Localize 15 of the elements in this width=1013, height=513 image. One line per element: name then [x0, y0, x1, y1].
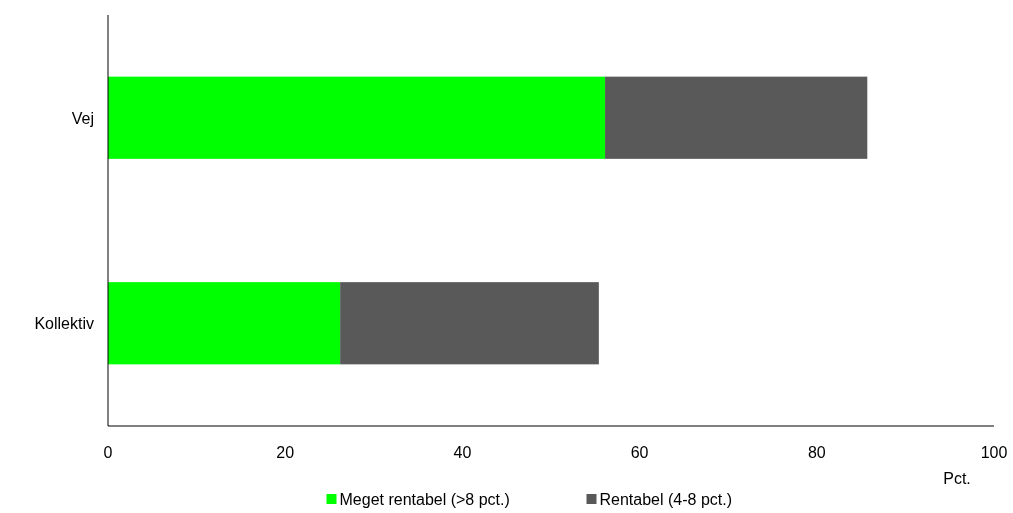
x-tick-label: 60	[630, 444, 649, 461]
bar	[108, 76, 606, 159]
x-tick-label: 20	[276, 444, 295, 461]
y-tick-label: Kollektiv	[34, 315, 94, 333]
legend-label: Meget rentabel (>8 pct.)	[339, 491, 510, 508]
y-tick-label: Vej	[71, 109, 94, 127]
x-tick-label: 80	[807, 444, 826, 461]
bar	[108, 282, 341, 365]
legend-label: Rentabel (4-8 pct.)	[599, 491, 733, 508]
x-tick-label: 40	[453, 444, 472, 461]
x-axis-title: Pct.	[943, 470, 971, 487]
x-tick-label: 100	[980, 444, 1008, 461]
x-tick-label: 0	[103, 444, 113, 461]
bar	[605, 76, 868, 159]
bar	[340, 282, 599, 365]
